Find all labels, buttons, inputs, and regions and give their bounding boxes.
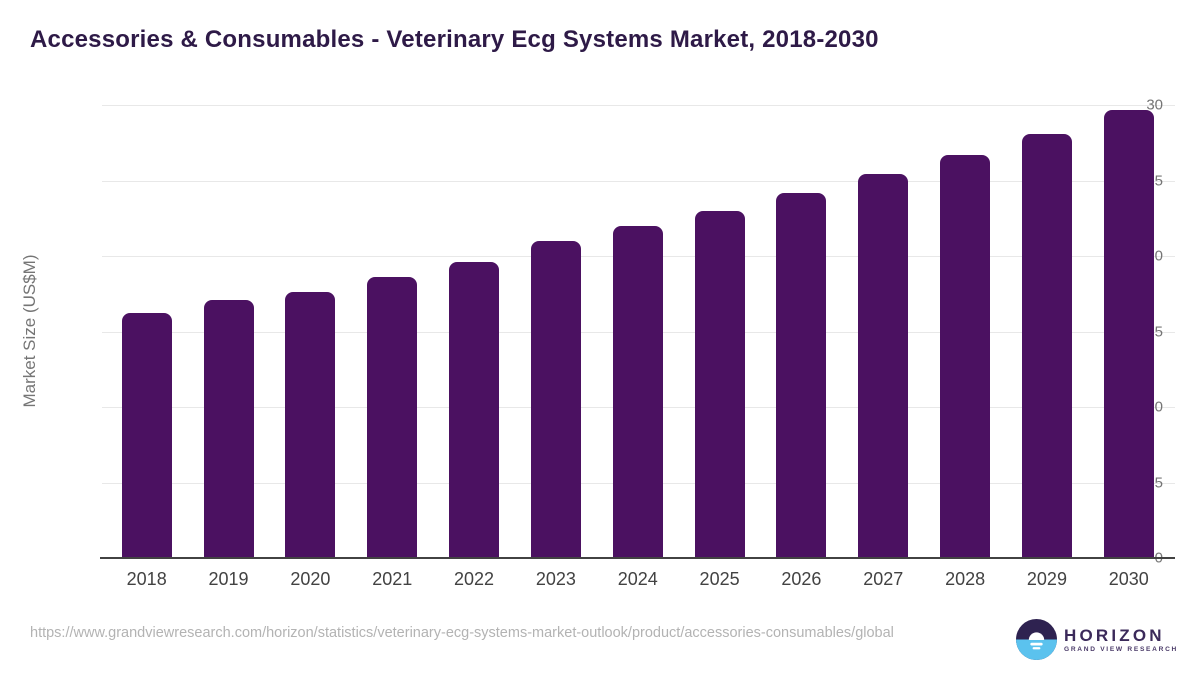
x-tick-label-2026: 2026 bbox=[781, 569, 822, 589]
bar-2021[interactable] bbox=[367, 277, 418, 558]
bar-2018[interactable] bbox=[121, 313, 172, 558]
x-tick-label-2024: 2024 bbox=[617, 569, 658, 589]
x-axis-line bbox=[100, 557, 1175, 559]
chart-title: Accessories & Consumables - Veterinary E… bbox=[30, 26, 879, 53]
y-tick-label-5: 5 bbox=[1154, 474, 1163, 491]
x-tick-label-2027: 2027 bbox=[863, 569, 904, 589]
x-tick-label-2022: 2022 bbox=[454, 569, 495, 589]
bar-2020[interactable] bbox=[285, 292, 336, 558]
logo-name: HORIZON bbox=[1064, 626, 1165, 645]
bar-2023[interactable] bbox=[530, 240, 581, 558]
x-tick-label-2023: 2023 bbox=[535, 569, 576, 589]
gridline-25 bbox=[102, 180, 1175, 182]
source-url: https://www.grandviewresearch.com/horizo… bbox=[30, 625, 894, 641]
bar-2026[interactable] bbox=[776, 192, 827, 558]
bar-2028[interactable] bbox=[940, 154, 991, 558]
bar-2025[interactable] bbox=[694, 210, 745, 558]
x-tick-label-2030: 2030 bbox=[1108, 569, 1149, 589]
horizon-logo: HORIZON GRAND VIEW RESEARCH bbox=[1016, 619, 1178, 660]
plot-area: 051015202530 201820192020202120222023202… bbox=[100, 97, 1175, 589]
x-tick-label-2029: 2029 bbox=[1026, 569, 1067, 589]
logo-tagline: GRAND VIEW RESEARCH bbox=[1064, 646, 1178, 653]
x-tick-label-2019: 2019 bbox=[208, 569, 249, 589]
x-tick-label-2025: 2025 bbox=[699, 569, 740, 589]
y-axis-label: Market Size (US$M) bbox=[20, 254, 39, 408]
bar-2024[interactable] bbox=[612, 225, 663, 558]
y-tick-label-30: 30 bbox=[1146, 96, 1163, 114]
logo-text: HORIZON GRAND VIEW RESEARCH bbox=[1064, 626, 1178, 653]
gridline-30 bbox=[102, 105, 1175, 106]
bar-2029[interactable] bbox=[1021, 133, 1072, 558]
x-tick-label-2028: 2028 bbox=[945, 569, 986, 589]
bar-2030[interactable] bbox=[1103, 109, 1154, 558]
x-tick-label-2020: 2020 bbox=[290, 569, 331, 589]
bar-2019[interactable] bbox=[203, 299, 254, 558]
bar-2027[interactable] bbox=[858, 174, 909, 558]
x-tick-label-2021: 2021 bbox=[372, 569, 413, 589]
bar-2022[interactable] bbox=[449, 262, 500, 558]
x-tick-label-2018: 2018 bbox=[126, 569, 167, 589]
horizon-logo-icon bbox=[1016, 619, 1057, 660]
